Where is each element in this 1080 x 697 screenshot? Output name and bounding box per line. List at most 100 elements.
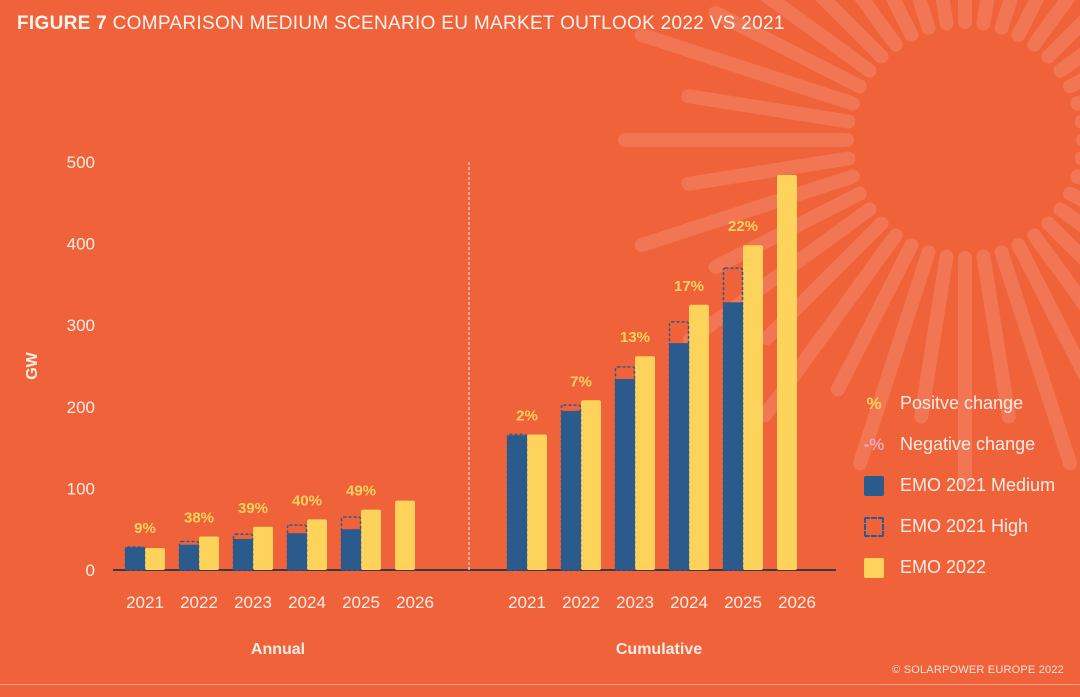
- sun-ray: [852, 245, 936, 471]
- negative-change-symbol: -%: [863, 434, 885, 454]
- bar-emo-2022: [743, 245, 763, 570]
- bar-emo-2022: [395, 500, 415, 570]
- bar-emo-2021-medium: [341, 529, 361, 570]
- group-label-cumulative: Cumulative: [616, 641, 702, 658]
- labels: 0 100 200 300 400 500 GW 9% 2021 38% 2022 39% 2023 40…: [24, 153, 816, 658]
- legend-label: Negative change: [900, 434, 1036, 454]
- swatch-box: [864, 475, 884, 496]
- group-label-annual: Annual: [251, 641, 305, 658]
- y-tick-label: 0: [86, 561, 95, 580]
- x-tick-label: 2021: [126, 593, 164, 612]
- legend-swatch-dashed-blue: [862, 516, 886, 537]
- positive-change-symbol: %: [866, 393, 882, 413]
- copyright: © SOLARPOWER EUROPE 2022: [892, 664, 1064, 676]
- y-tick-label: 100: [67, 479, 95, 498]
- bar-emo-2022: [689, 304, 709, 570]
- bar-emo-2021-medium: [723, 302, 743, 570]
- figure-title: FIGURE 7 COMPARISON MEDIUM SCENARIO EU M…: [17, 13, 785, 35]
- x-tick-label: 2024: [670, 593, 708, 612]
- figure-number: FIGURE 7: [17, 13, 108, 34]
- y-tick-label: 200: [67, 398, 95, 417]
- bars: [124, 175, 797, 571]
- legend-item: EMO 2021 High: [862, 506, 1055, 547]
- sun-ray: [976, 249, 1016, 424]
- y-tick-label: 300: [67, 316, 95, 335]
- x-tick-label: 2026: [778, 593, 816, 612]
- y-tick-label: 500: [67, 153, 95, 172]
- sun-ray: [1027, 228, 1080, 311]
- sun-ray: [681, 151, 856, 191]
- sun-ray: [1041, 15, 1080, 64]
- x-tick-label: 2025: [724, 593, 762, 612]
- x-tick-label: 2025: [342, 593, 380, 612]
- sun-ray: [634, 169, 860, 253]
- sun-ray: [914, 249, 954, 424]
- sun-ray: [994, 245, 1078, 471]
- legend: % Positve change -% Negative change EMO 2021…: [862, 383, 1055, 588]
- change-label: 40%: [292, 492, 322, 509]
- legend-item: % Positve change: [862, 383, 1055, 424]
- legend-label: EMO 2021 Medium: [900, 475, 1056, 495]
- swatch-box: [864, 516, 884, 537]
- bar-emo-2022: [361, 509, 381, 570]
- sun-ray: [1011, 0, 1045, 42]
- bar-emo-2021-medium: [233, 538, 253, 570]
- change-label: 22%: [728, 218, 758, 235]
- bar-emo-2021-medium: [179, 544, 199, 570]
- x-tick-label: 2026: [396, 593, 434, 612]
- bar-emo-2022: [253, 526, 273, 570]
- bar-emo-2021-medium: [615, 379, 635, 570]
- legend-item: -% Negative change: [862, 424, 1055, 465]
- legend-label: Positve change: [900, 393, 1024, 413]
- bar-emo-2021-medium: [125, 547, 145, 570]
- bar-emo-2022: [777, 175, 797, 570]
- legend-swatch-solid-blue: [862, 475, 886, 496]
- legend-label: EMO 2022: [900, 557, 987, 577]
- change-label: 7%: [570, 373, 592, 390]
- legend-item: EMO 2022: [862, 547, 1055, 588]
- x-tick-label: 2022: [562, 593, 600, 612]
- sun-ray: [760, 0, 877, 78]
- sun-ray: [1041, 216, 1080, 265]
- figure-title-text: COMPARISON MEDIUM SCENARIO EU MARKET OUT…: [112, 13, 785, 34]
- change-label: 17%: [674, 278, 704, 295]
- legend-label: EMO 2021 High: [900, 516, 1029, 536]
- bar-emo-2022: [199, 536, 219, 570]
- sun-ray: [681, 89, 856, 129]
- sun-ray: [634, 27, 860, 111]
- x-tick-label: 2024: [288, 593, 326, 612]
- y-axis-label: GW: [24, 351, 41, 379]
- bar-emo-2021-medium: [669, 343, 689, 570]
- y-tick-label: 400: [67, 235, 95, 254]
- change-label: 2%: [516, 408, 538, 425]
- sun-ray: [1027, 0, 1076, 52]
- bar-emo-2021-medium: [561, 410, 581, 570]
- change-label: 13%: [620, 329, 650, 346]
- x-tick-label: 2023: [234, 593, 272, 612]
- bar-emo-2021-medium: [507, 435, 527, 570]
- bar-emo-2021-high: [560, 404, 582, 571]
- bar-emo-2022: [581, 400, 601, 570]
- swatch-box: [864, 557, 884, 578]
- bar-emo-2022: [635, 356, 655, 570]
- bar-emo-2021-medium: [287, 533, 307, 570]
- bar-emo-2022: [145, 547, 165, 570]
- change-label: 39%: [238, 500, 268, 517]
- sun-ray: [830, 238, 919, 397]
- sun-ray: [708, 5, 867, 94]
- legend-swatch-solid-yellow: [862, 557, 886, 578]
- change-label: 9%: [134, 520, 156, 537]
- legend-item: EMO 2021 Medium: [862, 465, 1055, 506]
- bar-emo-2022: [527, 434, 547, 570]
- x-tick-label: 2022: [180, 593, 218, 612]
- x-tick-label: 2021: [508, 593, 546, 612]
- sun-ray: [854, 0, 903, 52]
- sun-ray: [815, 0, 889, 64]
- bar-emo-2021-high: [286, 524, 308, 571]
- change-label: 49%: [346, 483, 376, 500]
- footer-divider: [0, 684, 1080, 685]
- bar-emo-2022: [307, 519, 327, 570]
- sun-ray: [885, 0, 919, 42]
- x-tick-label: 2023: [616, 593, 654, 612]
